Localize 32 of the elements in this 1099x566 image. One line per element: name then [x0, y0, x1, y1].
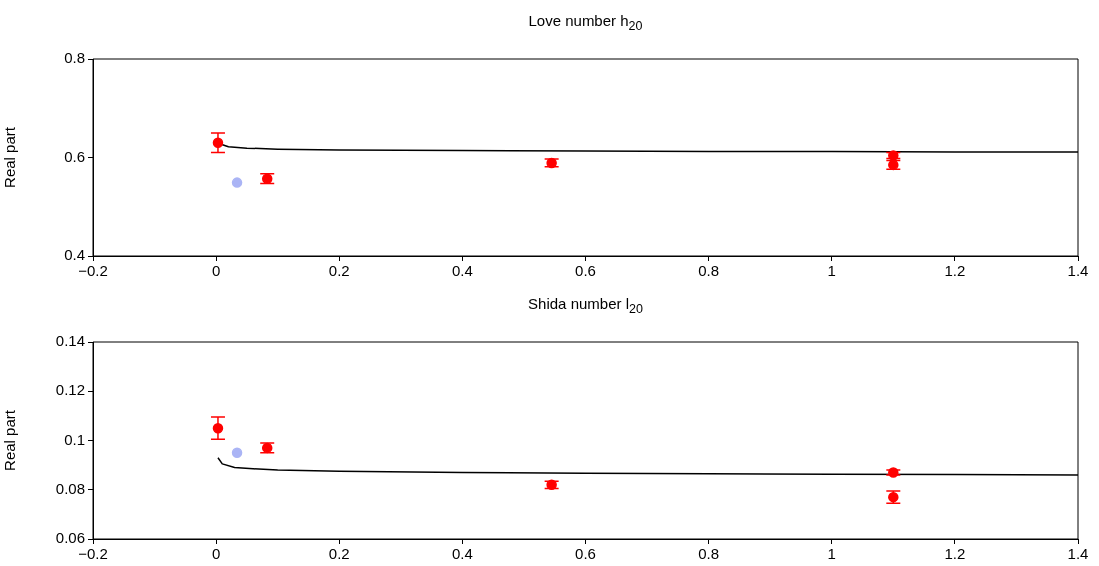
y-tick-label: 0.1: [64, 430, 85, 448]
x-tick-label: 0.4: [451, 545, 473, 563]
x-tick-label: 0.2: [328, 262, 350, 280]
x-tick-label: −0.2: [78, 262, 108, 280]
x-tick-label: 1.2: [944, 262, 966, 280]
x-tick-label: 1: [827, 545, 836, 563]
y-tick-label: 0.14: [55, 332, 85, 350]
point: [231, 447, 243, 459]
point: [231, 177, 243, 188]
x-tick-label: 0: [211, 545, 221, 563]
y-tick-label: 0.12: [55, 381, 85, 399]
x-tick-label: −0.2: [78, 545, 108, 563]
x-tick-label: 0.8: [698, 262, 720, 280]
y-axis-title: Real part: [1, 126, 19, 188]
x-tick-label: 1.2: [944, 545, 966, 563]
chart-title: Shida number l$_{20}$: [527, 295, 644, 316]
y-tick-label: 0.06: [55, 529, 85, 547]
x-tick-label: 0: [211, 262, 221, 280]
chart-title: Love number h$_{20}$: [527, 12, 644, 33]
y-tick-label: 0.08: [55, 479, 85, 497]
y-tick-label: 0.4: [64, 246, 85, 264]
y-tick-label: 0.6: [64, 147, 85, 165]
x-tick-label: 0.2: [328, 545, 350, 563]
x-tick-label: 0.4: [451, 262, 473, 280]
y-axis-title: Real part: [1, 409, 19, 471]
x-tick-label: 0.6: [575, 262, 596, 280]
x-tick-label: 0.6: [575, 545, 596, 563]
x-tick-label: 1.4: [1067, 545, 1089, 563]
x-tick-label: 1.4: [1067, 262, 1089, 280]
x-tick-label: 0.8: [698, 545, 720, 563]
x-tick-label: 1: [827, 262, 836, 280]
y-tick-label: 0.8: [64, 49, 85, 67]
